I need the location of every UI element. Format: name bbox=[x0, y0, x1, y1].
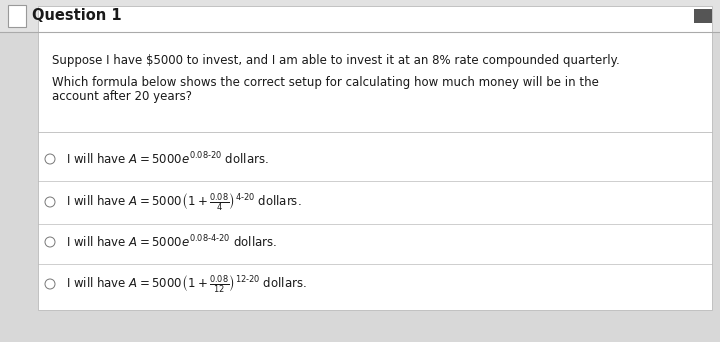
Text: I will have $A = 5000e^{0.08\text{-}20}$ dollars.: I will have $A = 5000e^{0.08\text{-}20}$… bbox=[66, 151, 269, 167]
Bar bbox=[0, 32, 38, 342]
Bar bbox=[38, 6, 712, 310]
Text: I will have $A = 5000e^{0.08\text{-}4\text{-}20}$ dollars.: I will have $A = 5000e^{0.08\text{-}4\te… bbox=[66, 234, 277, 250]
Text: I will have $A = 5000\left(1+\frac{0.08}{12}\right)^{12\text{-}20}$ dollars.: I will have $A = 5000\left(1+\frac{0.08}… bbox=[66, 274, 307, 294]
Text: Question 1: Question 1 bbox=[32, 9, 122, 24]
Bar bbox=[8, 5, 26, 27]
Text: Suppose I have $5000 to invest, and I am able to invest it at an 8% rate compoun: Suppose I have $5000 to invest, and I am… bbox=[52, 54, 620, 67]
Bar bbox=[0, 0, 720, 32]
Bar bbox=[694, 9, 712, 23]
Text: I will have $A = 5000\left(1+\frac{0.08}{4}\right)^{4\text{-}20}$ dollars.: I will have $A = 5000\left(1+\frac{0.08}… bbox=[66, 192, 302, 212]
Text: Which formula below shows the correct setup for calculating how much money will : Which formula below shows the correct se… bbox=[52, 76, 599, 89]
Text: account after 20 years?: account after 20 years? bbox=[52, 90, 192, 103]
